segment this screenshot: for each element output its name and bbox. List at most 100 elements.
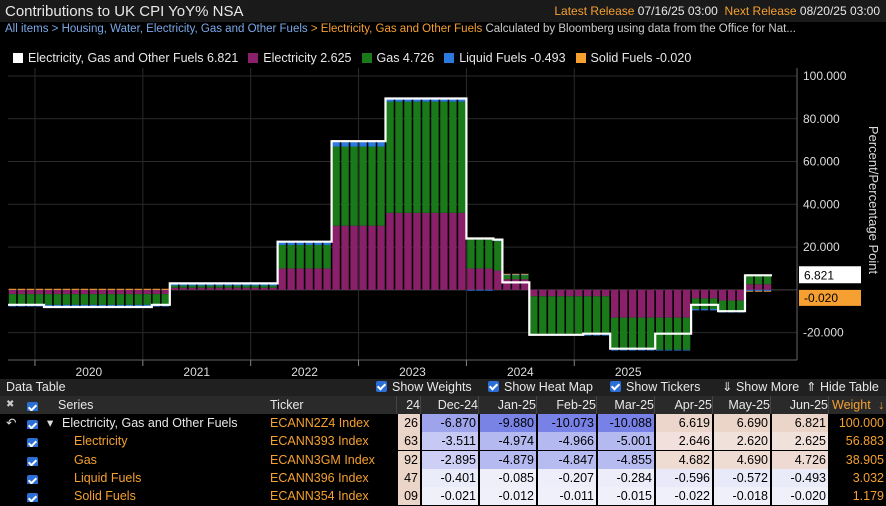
hide-table-button[interactable]: ⇑ Hide Table (806, 379, 879, 396)
bar-segment (62, 304, 71, 307)
weight-cell: 38.905 (845, 452, 884, 467)
value-cell: 2.646 (656, 432, 712, 451)
bar-segment (637, 349, 646, 351)
bar-segment (763, 284, 772, 290)
data-table-header: Data Table Show Weights Show Heat Map Sh… (0, 379, 886, 396)
table-row[interactable]: Gas ECANN3GM Index 92 -2.895 -4.879 -4.847 -4.… (0, 450, 886, 469)
bar-segment (71, 294, 80, 305)
bar-segment (296, 268, 304, 290)
bar-segment (116, 289, 125, 295)
weight-cell: 56.883 (845, 434, 884, 449)
bar-segment (485, 238, 493, 269)
column-header-period[interactable]: Apr-25 (674, 398, 712, 412)
bar-segment (80, 288, 89, 290)
value-cell: 47 (398, 468, 420, 487)
row-checkbox[interactable] (27, 472, 43, 484)
bar-segment (512, 274, 520, 280)
show-weights-toggle[interactable]: Show Weights (376, 379, 472, 396)
show-tickers-toggle[interactable]: Show Tickers (610, 379, 700, 396)
bar-segment (485, 268, 493, 290)
row-checkbox[interactable] (27, 490, 43, 502)
bar-segment (125, 304, 134, 307)
column-separator (420, 396, 421, 414)
bar-segment (359, 225, 367, 290)
bar-segment (179, 287, 187, 290)
breadcrumb-item-housing[interactable]: Housing, Water, Electricity, Gas and Oth… (61, 23, 308, 35)
legend-swatch (13, 53, 23, 63)
bar-segment (269, 284, 277, 286)
bar-segment (377, 141, 385, 147)
column-header-period[interactable]: Jan-25 (497, 398, 536, 412)
column-header-period[interactable]: Feb-25 (556, 398, 596, 412)
bar-segment (44, 304, 53, 307)
bar-segment (548, 296, 556, 335)
column-header-weight[interactable]: Weight (832, 398, 871, 412)
column-header-period[interactable]: Dec-24 (437, 398, 478, 412)
select-all-checkbox[interactable] (27, 399, 43, 411)
bar-segment (602, 296, 610, 335)
legend-item[interactable]: Solid Fuels -0.020 (575, 48, 691, 68)
ticker-cell: ECANN2Z4 Index (270, 416, 370, 431)
legend-item[interactable]: Liquid Fuels -0.493 (444, 48, 566, 68)
legend-item[interactable]: Electricity 2.625 (248, 48, 352, 68)
bar-segment (611, 317, 619, 350)
row-checkbox[interactable] (27, 417, 43, 430)
bar-segment (233, 285, 241, 288)
bar-segment (700, 289, 709, 299)
bar-segment (125, 289, 134, 295)
bar-segment (62, 289, 71, 295)
sort-desc-icon[interactable]: ↓ (878, 398, 885, 412)
bar-segment (503, 274, 511, 280)
last-value-badge (799, 289, 861, 306)
bar-segment (566, 289, 574, 297)
bar-segment (458, 212, 466, 290)
bar-segment (143, 289, 152, 295)
bar-segment (287, 242, 295, 245)
value-cell: -5.001 (598, 432, 654, 451)
expand-all-icon[interactable]: ✖ (6, 399, 15, 410)
column-header-period[interactable]: May-25 (728, 398, 770, 412)
bar-segment (26, 288, 35, 290)
bar-segment (611, 349, 619, 351)
bar-segment (134, 304, 143, 307)
value-cell: -0.022 (656, 487, 712, 505)
show-heat-map-toggle[interactable]: Show Heat Map (488, 379, 593, 396)
bar-segment (754, 289, 763, 291)
bar-segment (431, 98, 439, 102)
column-header-series[interactable]: Series (58, 398, 94, 412)
column-header-period[interactable]: Jun-25 (789, 398, 828, 412)
row-checkbox[interactable] (27, 435, 43, 448)
table-row[interactable]: Liquid Fuels ECANN396 Index 47 -0.401 -0.085… (0, 468, 886, 487)
bar-segment (305, 268, 313, 290)
show-more-button[interactable]: ⇓ Show More (722, 379, 799, 396)
bar-segment (53, 289, 62, 295)
bar-segment (215, 285, 223, 288)
legend-label: Electricity, Gas and Other Fuels 6.821 (28, 51, 239, 65)
undo-icon[interactable]: ↶ (6, 416, 17, 431)
table-row[interactable]: Solid Fuels ECANN354 Index 09 -0.021 -0.012-… (0, 487, 886, 505)
legend-item[interactable]: Gas 4.726 (361, 48, 434, 68)
series-name: Electricity, Gas and Other Fuels (62, 416, 238, 431)
column-header-period[interactable]: 24 (406, 398, 420, 412)
table-row[interactable]: Electricity ECANN393 Index 63 -3.511 -4.974-… (0, 432, 886, 451)
bar-segment (368, 225, 376, 290)
value-cell: -0.020 (772, 487, 828, 505)
bar-segment (584, 289, 592, 297)
collapse-icon[interactable]: ▾ (47, 416, 54, 431)
bar-segment (476, 289, 484, 291)
bar-segment (26, 294, 35, 305)
bar-segment (350, 146, 358, 226)
bar-segment (476, 268, 484, 290)
bar-segment (269, 285, 277, 288)
table-row[interactable]: ↶ ▾ Electricity, Gas and Other Fuels ECANN2… (0, 414, 886, 433)
legend-item[interactable]: Electricity, Gas and Other Fuels 6.821 (13, 48, 238, 68)
latest-release-label: Latest Release (554, 4, 635, 18)
row-checkbox[interactable] (27, 454, 43, 466)
breadcrumb-item-all-items[interactable]: All items (5, 23, 49, 35)
bar-segment (521, 274, 529, 276)
column-header-ticker[interactable]: Ticker (270, 398, 304, 412)
bar-segment (143, 288, 152, 290)
bar-segment (655, 349, 664, 351)
column-header-period[interactable]: Mar-25 (614, 398, 654, 412)
bar-segment (305, 242, 313, 245)
